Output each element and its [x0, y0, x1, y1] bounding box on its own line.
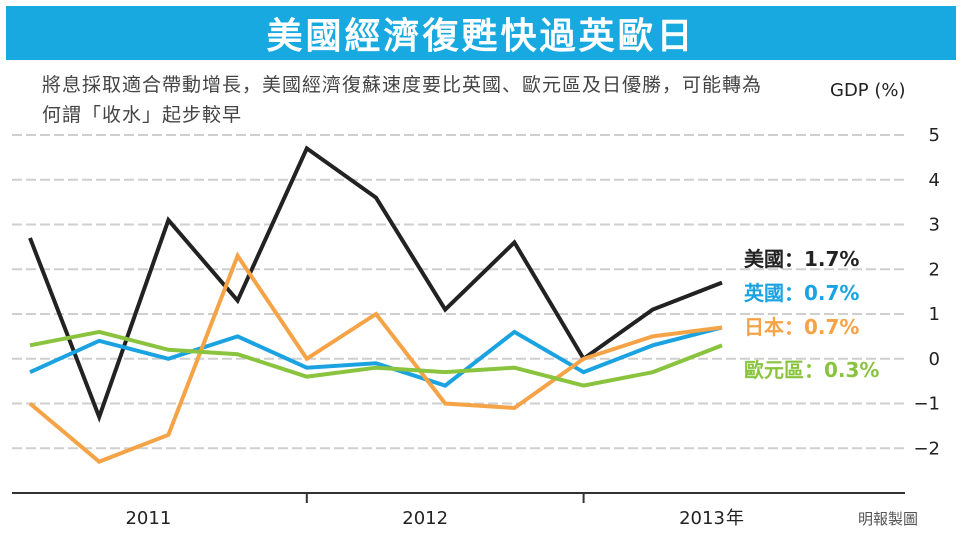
- x-tick-label: 2012: [402, 508, 448, 529]
- series-line-美國: [28, 145, 723, 423]
- series-line-英國: [29, 325, 723, 388]
- legend-label: 英國：0.7%: [744, 281, 859, 305]
- y-tick-label: 4: [929, 170, 940, 191]
- legend-label: 歐元區：0.3%: [744, 358, 879, 382]
- source-credit: 明報製圖: [858, 510, 919, 528]
- legend-label: 美國：1.7%: [744, 247, 859, 271]
- chart-title: 美國經濟復甦快過英歐日: [266, 16, 696, 57]
- series-line-歐元區: [29, 329, 723, 388]
- series-line-日本: [28, 251, 723, 464]
- y-tick-label: 0: [929, 349, 940, 370]
- y-tick-label: 3: [929, 215, 940, 236]
- title-banner: 美國經濟復甦快過英歐日: [6, 6, 956, 60]
- y-tick-label: 2: [929, 259, 940, 280]
- y-tick-label: 5: [929, 125, 940, 146]
- y-tick-label: −1: [913, 394, 940, 415]
- x-unit-label: 年: [726, 508, 744, 529]
- x-tick-label: 2013: [679, 508, 725, 529]
- chart-subtitle: 將息採取適合帶動增長，美國經濟復蘇速度要比英國、歐元區及日優勝，可能轉為何謂「收…: [42, 74, 763, 126]
- y-axis-label: GDP (%): [830, 80, 906, 101]
- y-tick-label: −2: [913, 438, 940, 459]
- x-tick-label: 2011: [125, 508, 171, 529]
- legend-label: 日本：0.7%: [744, 315, 859, 339]
- y-tick-label: 1: [929, 304, 940, 325]
